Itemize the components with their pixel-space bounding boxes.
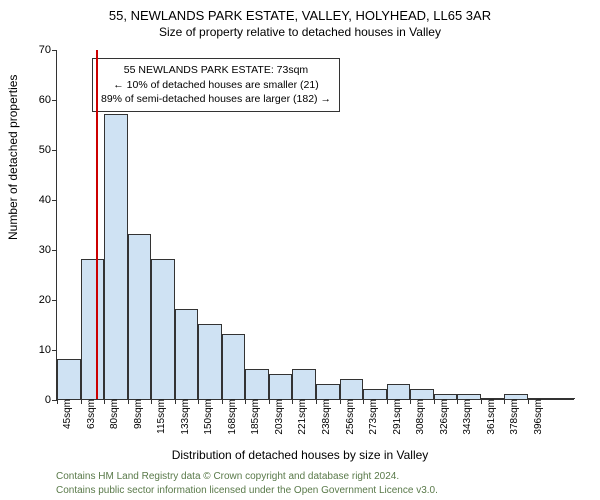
x-tick-label: 291sqm xyxy=(390,399,403,435)
chart-title-main: 55, NEWLANDS PARK ESTATE, VALLEY, HOLYHE… xyxy=(0,8,600,23)
histogram-bar xyxy=(340,379,364,399)
histogram-bar xyxy=(363,389,387,399)
x-tick-mark xyxy=(481,399,482,404)
x-tick-label: 63sqm xyxy=(84,399,97,429)
x-tick-mark xyxy=(81,399,82,404)
x-tick-mark xyxy=(292,399,293,404)
x-tick-label: 256sqm xyxy=(343,399,356,435)
x-tick-mark xyxy=(457,399,458,404)
plot-area: 55 NEWLANDS PARK ESTATE: 73sqm ← 10% of … xyxy=(56,50,574,400)
x-tick-mark xyxy=(504,399,505,404)
histogram-bar xyxy=(175,309,199,399)
x-tick-label: 238sqm xyxy=(319,399,332,435)
x-axis-label: Distribution of detached houses by size … xyxy=(0,448,600,462)
x-tick-label: 361sqm xyxy=(484,399,497,435)
x-tick-mark xyxy=(151,399,152,404)
x-tick-label: 45sqm xyxy=(60,399,73,429)
x-tick-mark xyxy=(340,399,341,404)
reference-line xyxy=(96,50,98,399)
x-tick-label: 378sqm xyxy=(507,399,520,435)
y-tick-mark xyxy=(52,150,57,151)
x-tick-mark xyxy=(363,399,364,404)
x-tick-mark xyxy=(175,399,176,404)
x-tick-label: 168sqm xyxy=(225,399,238,435)
x-tick-label: 343sqm xyxy=(460,399,473,435)
credit-line-1: Contains HM Land Registry data © Crown c… xyxy=(56,471,399,482)
x-tick-mark xyxy=(245,399,246,404)
histogram-bar xyxy=(269,374,293,399)
y-axis-label: Number of detached properties xyxy=(6,75,20,240)
x-tick-label: 273sqm xyxy=(366,399,379,435)
y-tick-mark xyxy=(52,250,57,251)
x-tick-mark xyxy=(387,399,388,404)
x-tick-mark xyxy=(198,399,199,404)
histogram-bar xyxy=(316,384,340,399)
x-tick-mark xyxy=(104,399,105,404)
x-tick-mark xyxy=(528,399,529,404)
histogram-bar xyxy=(128,234,152,399)
histogram-bar xyxy=(81,259,105,399)
x-tick-mark xyxy=(410,399,411,404)
y-tick-mark xyxy=(52,350,57,351)
y-tick-mark xyxy=(52,50,57,51)
histogram-bar xyxy=(245,369,269,399)
histogram-bar xyxy=(222,334,246,399)
histogram-bar xyxy=(410,389,434,399)
info-line-3: 89% of semi-detached houses are larger (… xyxy=(101,92,331,107)
histogram-bar xyxy=(151,259,175,399)
chart-title-sub: Size of property relative to detached ho… xyxy=(0,25,600,39)
x-tick-label: 203sqm xyxy=(272,399,285,435)
x-tick-label: 80sqm xyxy=(107,399,120,429)
info-box: 55 NEWLANDS PARK ESTATE: 73sqm ← 10% of … xyxy=(92,58,340,112)
x-tick-label: 308sqm xyxy=(413,399,426,435)
info-line-2: ← 10% of detached houses are smaller (21… xyxy=(101,78,331,93)
y-tick-mark xyxy=(52,100,57,101)
x-tick-label: 115sqm xyxy=(154,399,167,434)
histogram-bar xyxy=(104,114,128,399)
x-tick-mark xyxy=(222,399,223,404)
y-tick-mark xyxy=(52,200,57,201)
x-tick-mark xyxy=(128,399,129,404)
x-tick-label: 326sqm xyxy=(437,399,450,435)
chart-container: 55, NEWLANDS PARK ESTATE, VALLEY, HOLYHE… xyxy=(0,0,600,500)
x-tick-label: 185sqm xyxy=(248,399,261,435)
x-tick-label: 221sqm xyxy=(295,399,308,435)
histogram-bar xyxy=(551,398,575,399)
histogram-bar xyxy=(198,324,222,399)
histogram-bar xyxy=(292,369,316,399)
x-tick-mark xyxy=(316,399,317,404)
credit-line-2: Contains public sector information licen… xyxy=(56,485,438,496)
histogram-bar xyxy=(387,384,411,399)
x-tick-label: 133sqm xyxy=(178,399,191,435)
x-tick-mark xyxy=(434,399,435,404)
y-tick-mark xyxy=(52,300,57,301)
histogram-bar xyxy=(57,359,81,399)
x-tick-label: 396sqm xyxy=(531,399,544,435)
x-tick-label: 98sqm xyxy=(131,399,144,429)
x-tick-mark xyxy=(57,399,58,404)
x-tick-mark xyxy=(269,399,270,404)
x-tick-label: 150sqm xyxy=(201,399,214,435)
info-line-1: 55 NEWLANDS PARK ESTATE: 73sqm xyxy=(101,63,331,78)
